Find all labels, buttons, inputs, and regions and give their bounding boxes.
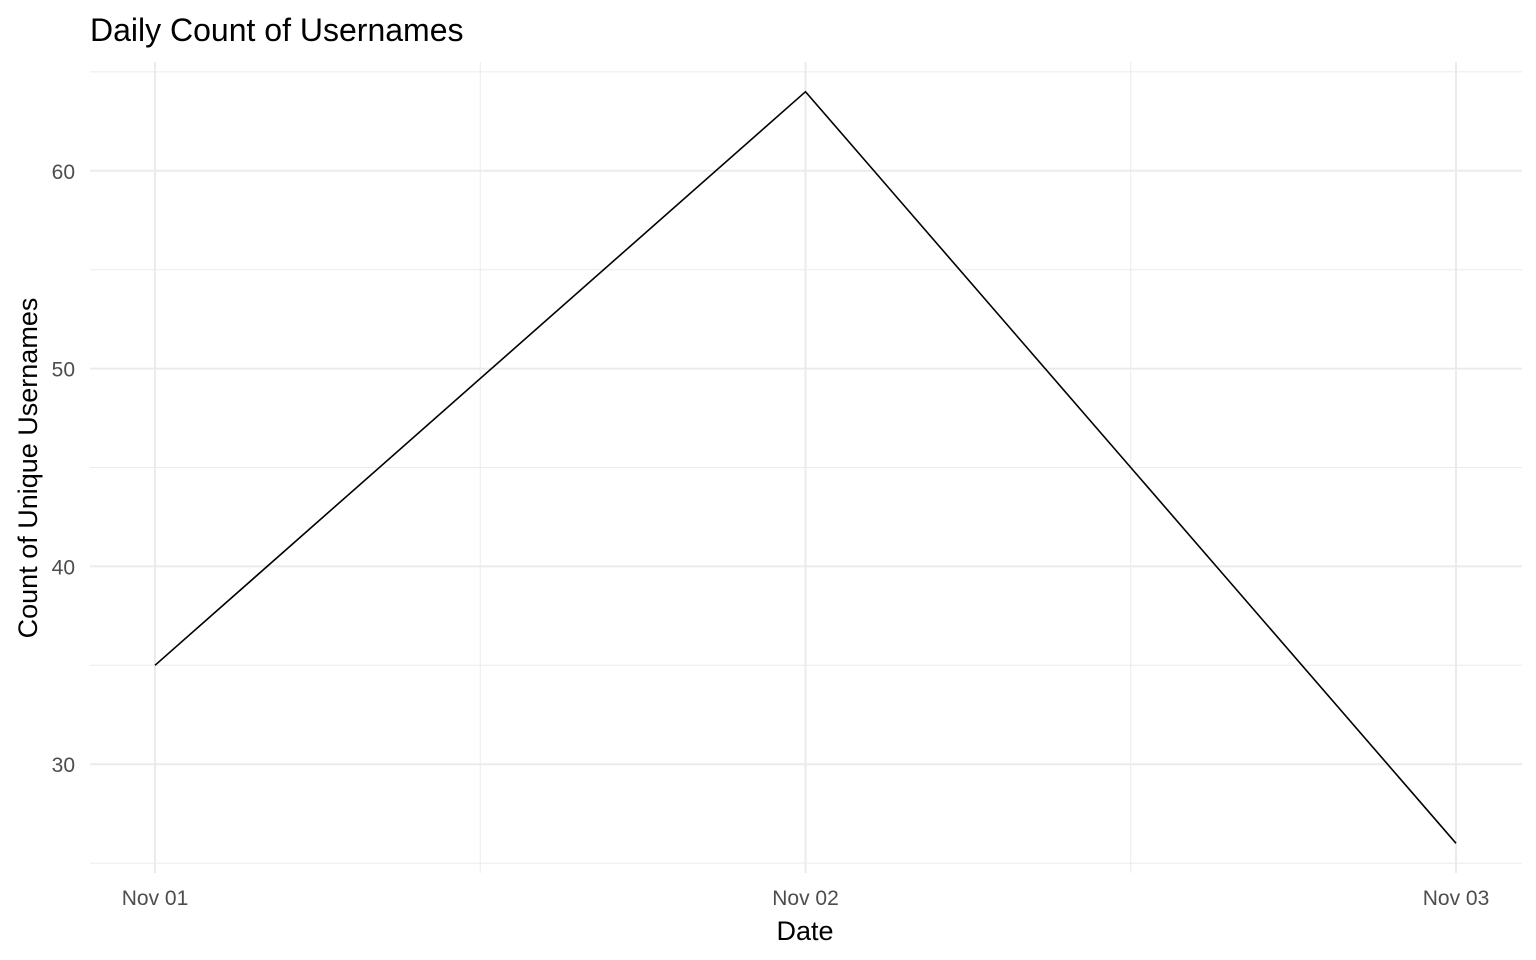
x-axis-title: Date (776, 916, 833, 946)
x-tick-label: Nov 01 (122, 887, 189, 910)
y-tick-label: 40 (52, 556, 75, 579)
chart-title: Daily Count of Usernames (90, 12, 463, 48)
series-line (154, 90, 1457, 844)
series-group (154, 90, 1457, 844)
x-tick-label: Nov 03 (1423, 887, 1490, 910)
grid (90, 62, 1522, 873)
y-axis-title: Count of Unique Usernames (13, 298, 43, 639)
y-axis-ticks: 30 40 50 60 (52, 161, 75, 777)
x-axis-ticks: Nov 01 Nov 02 Nov 03 (122, 887, 1490, 910)
y-tick-label: 30 (52, 754, 75, 777)
y-tick-label: 60 (52, 161, 75, 184)
x-tick-label: Nov 02 (772, 887, 839, 910)
y-tick-label: 50 (52, 359, 75, 382)
